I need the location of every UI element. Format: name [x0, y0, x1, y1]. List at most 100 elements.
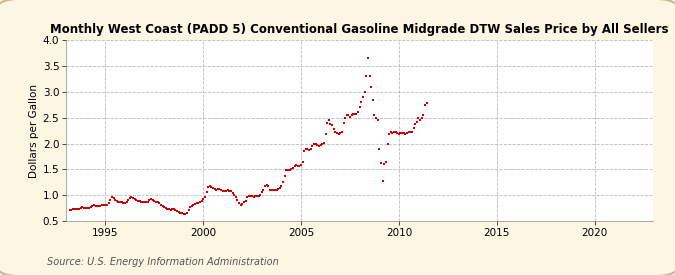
Point — [170, 208, 181, 212]
Point — [138, 200, 148, 205]
Point — [183, 208, 194, 212]
Point — [379, 162, 389, 166]
Point — [277, 180, 288, 185]
Point — [82, 206, 92, 210]
Point — [110, 198, 121, 202]
Point — [123, 198, 134, 202]
Point — [103, 201, 114, 205]
Point — [214, 187, 225, 191]
Point — [236, 202, 246, 207]
Point — [412, 120, 423, 124]
Point — [364, 74, 375, 79]
Point — [219, 188, 230, 193]
Point — [245, 194, 256, 198]
Point — [261, 183, 272, 187]
Point — [94, 204, 105, 208]
Point — [171, 209, 182, 213]
Point — [353, 109, 364, 114]
Point — [283, 168, 294, 172]
Point — [222, 187, 233, 192]
Point — [273, 187, 284, 191]
Point — [84, 205, 95, 210]
Point — [382, 141, 393, 146]
Point — [224, 188, 235, 193]
Point — [134, 199, 145, 204]
Point — [177, 211, 188, 216]
Point — [147, 198, 158, 202]
Point — [146, 197, 157, 202]
Point — [356, 100, 367, 104]
Point — [208, 186, 219, 190]
Point — [358, 95, 369, 99]
Point — [142, 200, 153, 204]
Point — [320, 132, 331, 136]
Point — [167, 207, 178, 211]
Point — [271, 187, 282, 192]
Point — [413, 116, 424, 120]
Point — [202, 185, 213, 190]
Point — [402, 131, 412, 135]
Point — [199, 195, 210, 199]
Point — [87, 203, 98, 208]
Point — [131, 198, 142, 203]
Point — [252, 194, 263, 198]
Point — [281, 168, 292, 173]
Point — [416, 116, 427, 120]
Point — [302, 147, 313, 152]
Point — [397, 131, 408, 135]
Point — [154, 201, 165, 206]
Point — [421, 101, 432, 105]
Point — [403, 130, 414, 134]
Point — [68, 207, 78, 211]
Point — [111, 199, 122, 203]
Point — [373, 118, 383, 122]
Point — [221, 188, 232, 193]
Point — [65, 207, 76, 212]
Point — [335, 131, 346, 135]
Point — [331, 131, 342, 135]
Point — [307, 144, 318, 148]
Point — [162, 207, 173, 211]
Point — [113, 200, 124, 204]
Point — [128, 196, 138, 200]
Point — [160, 205, 171, 210]
Title: Monthly West Coast (PADD 5) Conventional Gasoline Midgrade DTW Sales Price by Al: Monthly West Coast (PADD 5) Conventional… — [51, 23, 669, 36]
Point — [95, 203, 106, 208]
Point — [85, 205, 96, 209]
Point — [361, 74, 372, 79]
Point — [88, 202, 99, 207]
Point — [279, 173, 290, 178]
Point — [242, 195, 252, 199]
Point — [256, 190, 267, 194]
Point — [97, 202, 107, 207]
Point — [374, 147, 385, 151]
Point — [336, 130, 347, 134]
Point — [133, 199, 144, 204]
Point — [90, 203, 101, 208]
Point — [297, 160, 308, 164]
Point — [99, 202, 109, 207]
Point — [294, 164, 305, 169]
Point — [244, 194, 254, 199]
Point — [354, 105, 365, 109]
Point — [253, 194, 264, 198]
Point — [77, 205, 88, 209]
Y-axis label: Dollars per Gallon: Dollars per Gallon — [28, 84, 38, 178]
Point — [323, 118, 334, 122]
Point — [398, 131, 409, 135]
Point — [408, 126, 419, 130]
Point — [159, 204, 169, 209]
Point — [153, 200, 163, 205]
Point — [350, 111, 360, 116]
Point — [315, 143, 326, 147]
Point — [383, 132, 394, 136]
Point — [119, 201, 130, 206]
Point — [126, 195, 137, 199]
Point — [291, 163, 302, 167]
Point — [289, 164, 300, 169]
Point — [390, 130, 401, 134]
Point — [340, 116, 350, 120]
Point — [308, 141, 319, 146]
Point — [292, 164, 303, 168]
Point — [182, 211, 192, 216]
